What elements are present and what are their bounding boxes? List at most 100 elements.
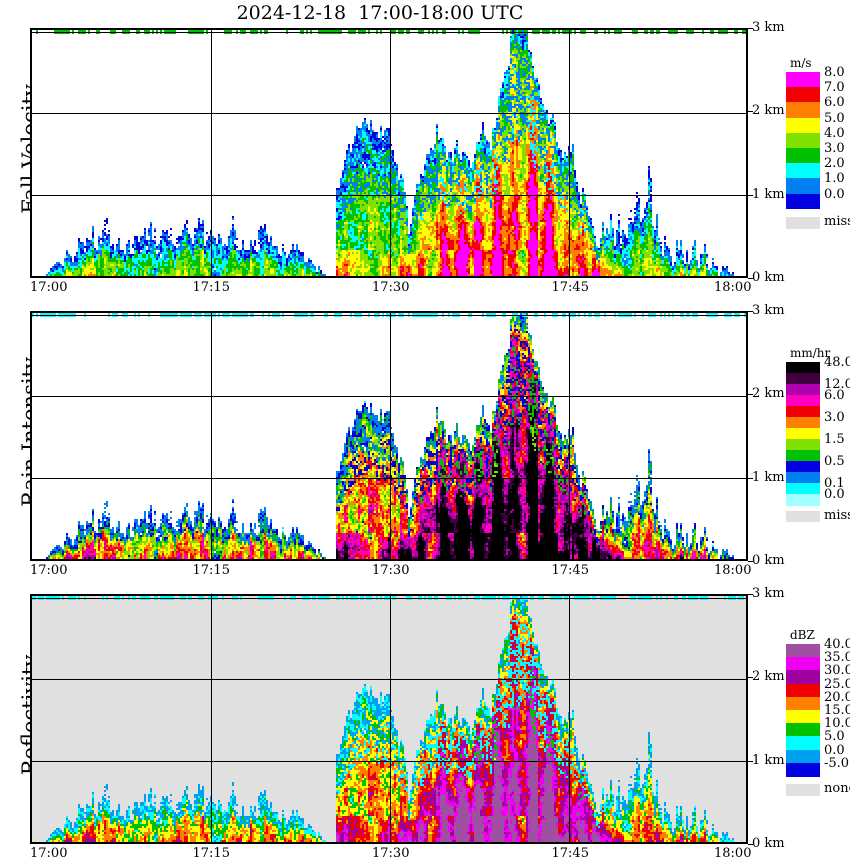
colorbar-swatch-fall-velocity-8 [786, 193, 820, 210]
colorbar-swatch-reflectivity-8 [786, 749, 820, 764]
y-tick-mark-fall-velocity-1 [748, 111, 753, 113]
plot-area-rain-intensity[interactable] [30, 311, 748, 561]
colorbar-swatch-reflectivity-9 [786, 762, 820, 777]
gridline-horizontal-3km [32, 32, 746, 33]
colorbar-label-reflectivity-3: 25.0 [824, 676, 850, 692]
colorbar-label-fall-velocity-4: 4.0 [824, 125, 845, 141]
panel-title-fall-velocity: Fall Velocity [18, 84, 42, 214]
colorbar-swatch-rain-intensity-2 [786, 384, 820, 396]
colorbar-label-fall-velocity-3: 5.0 [824, 110, 845, 126]
colorbar-missing-label-reflectivity: none [824, 781, 850, 796]
gridline-horizontal-3km [32, 315, 746, 316]
radar-raster-rain-intensity [32, 313, 746, 559]
gridline-vertical-3 [569, 30, 570, 276]
x-tick-rain-intensity-0: 17:00 [30, 563, 68, 578]
colorbar-swatch-fall-velocity-3 [786, 117, 820, 134]
colorbar-swatch-rain-intensity-3 [786, 395, 820, 407]
colorbar-swatch-fall-velocity-5 [786, 148, 820, 164]
y-tick-mark-rain-intensity-0 [748, 311, 753, 312]
y-tick-mark-rain-intensity-1 [748, 394, 753, 396]
colorbar-swatch-reflectivity-6 [786, 723, 820, 737]
colorbar-unit-reflectivity: dBZ [790, 628, 815, 642]
colorbar-missing-label-rain-intensity: miss [824, 508, 850, 523]
colorbar-swatch-reflectivity-5 [786, 710, 820, 724]
colorbar-label-fall-velocity-2: 6.0 [824, 95, 845, 111]
colorbar-swatch-rain-intensity-5 [786, 417, 820, 429]
y-tick-fall-velocity-1: 2 km [752, 103, 785, 119]
x-tick-fall-velocity-1: 17:15 [192, 280, 230, 295]
y-tick-mark-fall-velocity-0 [748, 28, 753, 29]
colorbar-label-rain-intensity-12: 0.0 [824, 487, 845, 502]
colorbar-label-fall-velocity-0: 8.0 [824, 65, 845, 80]
x-tick-fall-velocity-2: 17:30 [372, 280, 410, 295]
gridline-horizontal-2km [32, 396, 746, 397]
gridline-horizontal-1km [32, 478, 746, 479]
x-tick-reflectivity-2: 17:30 [372, 846, 410, 861]
gridline-vertical-1 [211, 596, 212, 842]
colorbar-unit-fall-velocity: m/s [790, 56, 812, 70]
colorbar-label-rain-intensity-9: 0.5 [824, 454, 845, 469]
colorbar-swatch-reflectivity-3 [786, 683, 820, 698]
plot-area-reflectivity[interactable] [30, 594, 748, 844]
x-tick-reflectivity-4: 18:00 [714, 846, 752, 861]
radar-raster-reflectivity [32, 596, 746, 842]
colorbar-label-reflectivity-8: 0.0 [824, 742, 845, 758]
colorbar-label-reflectivity-2: 30.0 [824, 663, 850, 679]
colorbar-swatch-rain-intensity-11 [786, 483, 820, 495]
colorbar-swatch-rain-intensity-6 [786, 428, 820, 440]
colorbar-swatch-reflectivity-0 [786, 644, 820, 658]
colorbar-swatch-rain-intensity-12 [786, 494, 820, 506]
colorbar-label-reflectivity-9: -5.0 [824, 755, 850, 771]
colorbar-label-fall-velocity-8: 0.0 [824, 186, 845, 202]
colorbar-label-reflectivity-7: 5.0 [824, 729, 845, 745]
colorbar-missing-swatch-rain-intensity [786, 511, 820, 522]
gridline-vertical-2 [390, 313, 391, 559]
gridline-horizontal-1km [32, 195, 746, 196]
x-tick-reflectivity-1: 17:15 [192, 846, 230, 861]
x-tick-rain-intensity-4: 18:00 [714, 563, 752, 578]
colorbar-swatch-fall-velocity-1 [786, 87, 820, 103]
gridline-vertical-3 [569, 313, 570, 559]
x-tick-rain-intensity-3: 17:45 [551, 563, 589, 578]
plot-area-fall-velocity[interactable] [30, 28, 748, 278]
gridline-vertical-1 [211, 30, 212, 276]
gridline-horizontal-3km [32, 598, 746, 599]
colorbar-label-reflectivity-1: 35.0 [824, 650, 850, 666]
radar-raster-fall-velocity [32, 30, 746, 276]
gridline-horizontal-2km [32, 679, 746, 680]
colorbar-swatch-rain-intensity-1 [786, 373, 820, 385]
colorbar-label-fall-velocity-5: 3.0 [824, 141, 845, 156]
gridline-vertical-2 [390, 596, 391, 842]
x-tick-rain-intensity-1: 17:15 [192, 563, 230, 578]
colorbar-swatch-rain-intensity-8 [786, 450, 820, 462]
y-tick-mark-rain-intensity-3 [748, 561, 753, 562]
colorbar-label-rain-intensity-7: 1.5 [824, 432, 845, 447]
y-tick-mark-fall-velocity-2 [748, 194, 753, 196]
colorbar-swatch-fall-velocity-4 [786, 132, 820, 149]
gridline-horizontal-2km [32, 113, 746, 114]
y-tick-mark-fall-velocity-3 [748, 278, 753, 279]
x-tick-fall-velocity-0: 17:00 [30, 280, 68, 295]
y-tick-reflectivity-3: 0 km [752, 836, 785, 851]
colorbar-swatch-rain-intensity-9 [786, 461, 820, 473]
x-tick-reflectivity-0: 17:00 [30, 846, 68, 861]
x-tick-rain-intensity-2: 17:30 [372, 563, 410, 578]
colorbar-label-reflectivity-0: 40.0 [824, 637, 850, 652]
colorbar-swatch-rain-intensity-7 [786, 439, 820, 451]
y-tick-rain-intensity-3: 0 km [752, 553, 785, 568]
x-tick-reflectivity-3: 17:45 [551, 846, 589, 861]
gridline-vertical-2 [390, 30, 391, 276]
colorbar-swatch-reflectivity-1 [786, 657, 820, 671]
y-tick-reflectivity-1: 2 km [752, 669, 785, 685]
panel-title-rain-intensity: Rain Intensity [18, 357, 42, 507]
y-tick-mark-reflectivity-3 [748, 844, 753, 845]
colorbar-unit-rain-intensity: mm/hr [790, 346, 831, 360]
y-tick-reflectivity-0: 3 km [752, 586, 785, 601]
colorbar-label-reflectivity-6: 10.0 [824, 716, 850, 732]
colorbar-label-fall-velocity-7: 1.0 [824, 171, 845, 187]
colorbar-missing-swatch-reflectivity [786, 784, 820, 796]
colorbar-label-rain-intensity-0: 48.0 [824, 355, 850, 370]
colorbar-swatch-fall-velocity-0 [786, 72, 820, 88]
